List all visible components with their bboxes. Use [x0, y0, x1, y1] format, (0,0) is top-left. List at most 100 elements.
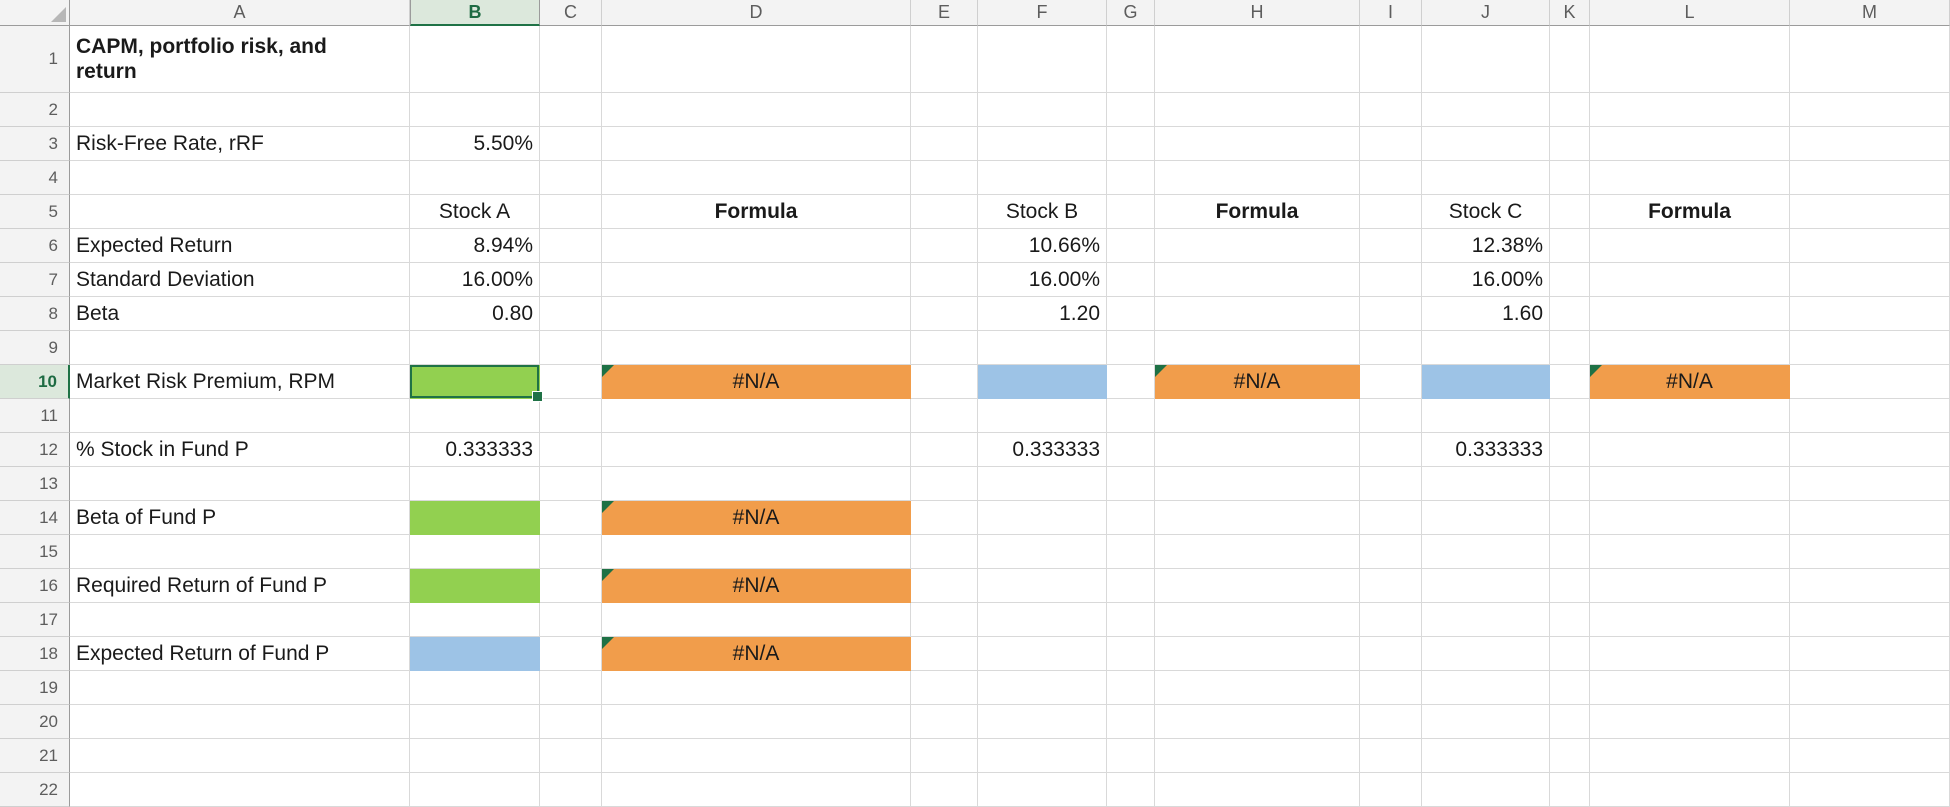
cell-E3[interactable]: [911, 127, 978, 161]
row-header-10[interactable]: 10: [0, 365, 70, 399]
cell-D11[interactable]: [602, 399, 911, 433]
cell-I2[interactable]: [1360, 93, 1422, 127]
cell-D16[interactable]: #N/A: [602, 569, 911, 603]
cell-J6[interactable]: 12.38%: [1422, 229, 1550, 263]
cell-M12[interactable]: [1790, 433, 1950, 467]
cell-D19[interactable]: [602, 671, 911, 705]
cell-J20[interactable]: [1422, 705, 1550, 739]
cell-J9[interactable]: [1422, 331, 1550, 365]
cell-G7[interactable]: [1107, 263, 1155, 297]
cell-K18[interactable]: [1550, 637, 1590, 671]
cell-M13[interactable]: [1790, 467, 1950, 501]
column-header-J[interactable]: J: [1422, 0, 1550, 26]
cell-F1[interactable]: [978, 26, 1107, 93]
cell-L18[interactable]: [1590, 637, 1790, 671]
cell-J5[interactable]: Stock C: [1422, 195, 1550, 229]
cell-C7[interactable]: [540, 263, 602, 297]
cell-G6[interactable]: [1107, 229, 1155, 263]
cell-I6[interactable]: [1360, 229, 1422, 263]
cell-H14[interactable]: [1155, 501, 1360, 535]
cell-L10[interactable]: #N/A: [1590, 365, 1790, 399]
column-header-E[interactable]: E: [911, 0, 978, 26]
cell-B6[interactable]: 8.94%: [410, 229, 540, 263]
row-header-7[interactable]: 7: [0, 263, 70, 297]
cell-E9[interactable]: [911, 331, 978, 365]
column-header-C[interactable]: C: [540, 0, 602, 26]
column-header-D[interactable]: D: [602, 0, 911, 26]
column-header-A[interactable]: A: [70, 0, 410, 26]
cell-E15[interactable]: [911, 535, 978, 569]
row-header-19[interactable]: 19: [0, 671, 70, 705]
cell-F13[interactable]: [978, 467, 1107, 501]
column-header-B[interactable]: B: [410, 0, 540, 26]
cell-A13[interactable]: [70, 467, 410, 501]
cell-F2[interactable]: [978, 93, 1107, 127]
row-header-13[interactable]: 13: [0, 467, 70, 501]
cell-G11[interactable]: [1107, 399, 1155, 433]
cell-M15[interactable]: [1790, 535, 1950, 569]
cell-G22[interactable]: [1107, 773, 1155, 807]
cell-G8[interactable]: [1107, 297, 1155, 331]
cell-M11[interactable]: [1790, 399, 1950, 433]
cell-H5[interactable]: Formula: [1155, 195, 1360, 229]
cell-D20[interactable]: [602, 705, 911, 739]
cell-A8[interactable]: Beta: [70, 297, 410, 331]
cell-G2[interactable]: [1107, 93, 1155, 127]
cell-K6[interactable]: [1550, 229, 1590, 263]
column-header-F[interactable]: F: [978, 0, 1107, 26]
cell-K19[interactable]: [1550, 671, 1590, 705]
cell-G19[interactable]: [1107, 671, 1155, 705]
cell-I7[interactable]: [1360, 263, 1422, 297]
row-header-17[interactable]: 17: [0, 603, 70, 637]
cell-D3[interactable]: [602, 127, 911, 161]
cell-G17[interactable]: [1107, 603, 1155, 637]
cell-C17[interactable]: [540, 603, 602, 637]
row-header-21[interactable]: 21: [0, 739, 70, 773]
column-header-K[interactable]: K: [1550, 0, 1590, 26]
cell-A10[interactable]: Market Risk Premium, RPM: [70, 365, 410, 399]
cell-I15[interactable]: [1360, 535, 1422, 569]
cell-F19[interactable]: [978, 671, 1107, 705]
cell-E1[interactable]: [911, 26, 978, 93]
cell-H6[interactable]: [1155, 229, 1360, 263]
cell-M20[interactable]: [1790, 705, 1950, 739]
cell-M5[interactable]: [1790, 195, 1950, 229]
cell-I3[interactable]: [1360, 127, 1422, 161]
cell-I5[interactable]: [1360, 195, 1422, 229]
cell-B10[interactable]: [410, 365, 543, 402]
cell-H18[interactable]: [1155, 637, 1360, 671]
row-header-1[interactable]: 1: [0, 26, 70, 93]
cell-I17[interactable]: [1360, 603, 1422, 637]
cell-D22[interactable]: [602, 773, 911, 807]
cell-L13[interactable]: [1590, 467, 1790, 501]
cell-D15[interactable]: [602, 535, 911, 569]
cell-C19[interactable]: [540, 671, 602, 705]
cell-L19[interactable]: [1590, 671, 1790, 705]
cell-G3[interactable]: [1107, 127, 1155, 161]
cell-B20[interactable]: [410, 705, 540, 739]
cell-M4[interactable]: [1790, 161, 1950, 195]
cell-C18[interactable]: [540, 637, 602, 671]
cell-C16[interactable]: [540, 569, 602, 603]
cell-I10[interactable]: [1360, 365, 1422, 399]
row-header-14[interactable]: 14: [0, 501, 70, 535]
cell-A1[interactable]: CAPM, portfolio risk, and return: [70, 26, 410, 93]
cell-K8[interactable]: [1550, 297, 1590, 331]
cell-K7[interactable]: [1550, 263, 1590, 297]
cell-J22[interactable]: [1422, 773, 1550, 807]
cell-H1[interactable]: [1155, 26, 1360, 93]
cell-G1[interactable]: [1107, 26, 1155, 93]
cell-A12[interactable]: % Stock in Fund P: [70, 433, 410, 467]
cell-M9[interactable]: [1790, 331, 1950, 365]
cell-C8[interactable]: [540, 297, 602, 331]
cell-A16[interactable]: Required Return of Fund P: [70, 569, 410, 603]
cell-E12[interactable]: [911, 433, 978, 467]
cell-L4[interactable]: [1590, 161, 1790, 195]
cell-D8[interactable]: [602, 297, 911, 331]
cell-M19[interactable]: [1790, 671, 1950, 705]
cell-K4[interactable]: [1550, 161, 1590, 195]
cell-H17[interactable]: [1155, 603, 1360, 637]
cell-E21[interactable]: [911, 739, 978, 773]
cell-E2[interactable]: [911, 93, 978, 127]
cell-M2[interactable]: [1790, 93, 1950, 127]
